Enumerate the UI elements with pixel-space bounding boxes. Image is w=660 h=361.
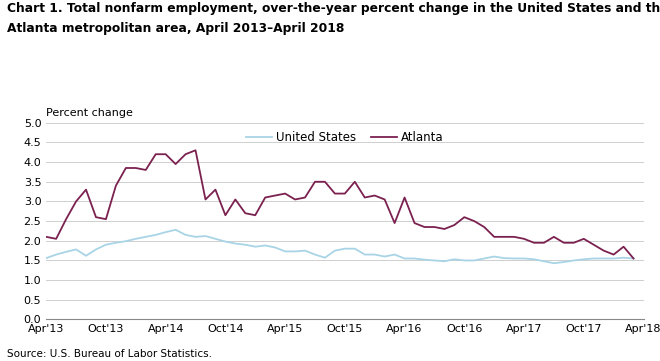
United States	[201, 234, 209, 238]
United States	[550, 261, 558, 265]
Atlanta	[420, 225, 428, 229]
United States	[420, 257, 428, 262]
Atlanta	[242, 211, 249, 216]
United States	[142, 235, 150, 239]
United States	[172, 227, 180, 232]
United States	[630, 256, 638, 261]
Text: Source: U.S. Bureau of Labor Statistics.: Source: U.S. Bureau of Labor Statistics.	[7, 349, 212, 359]
United States	[242, 243, 249, 247]
Atlanta	[630, 256, 638, 261]
Atlanta	[222, 213, 230, 217]
United States	[42, 256, 50, 260]
Line: Atlanta: Atlanta	[46, 150, 634, 258]
Atlanta	[191, 148, 199, 152]
Atlanta	[42, 235, 50, 239]
Atlanta	[251, 213, 259, 217]
Atlanta	[201, 197, 209, 202]
Text: Percent change: Percent change	[46, 108, 133, 118]
Legend: United States, Atlanta: United States, Atlanta	[241, 127, 449, 149]
United States	[222, 239, 230, 244]
Atlanta	[142, 168, 150, 172]
Text: Chart 1. Total nonfarm employment, over-the-year percent change in the United St: Chart 1. Total nonfarm employment, over-…	[7, 2, 660, 15]
Line: United States: United States	[46, 230, 634, 263]
United States	[251, 244, 259, 249]
Text: Atlanta metropolitan area, April 2013–April 2018: Atlanta metropolitan area, April 2013–Ap…	[7, 22, 344, 35]
